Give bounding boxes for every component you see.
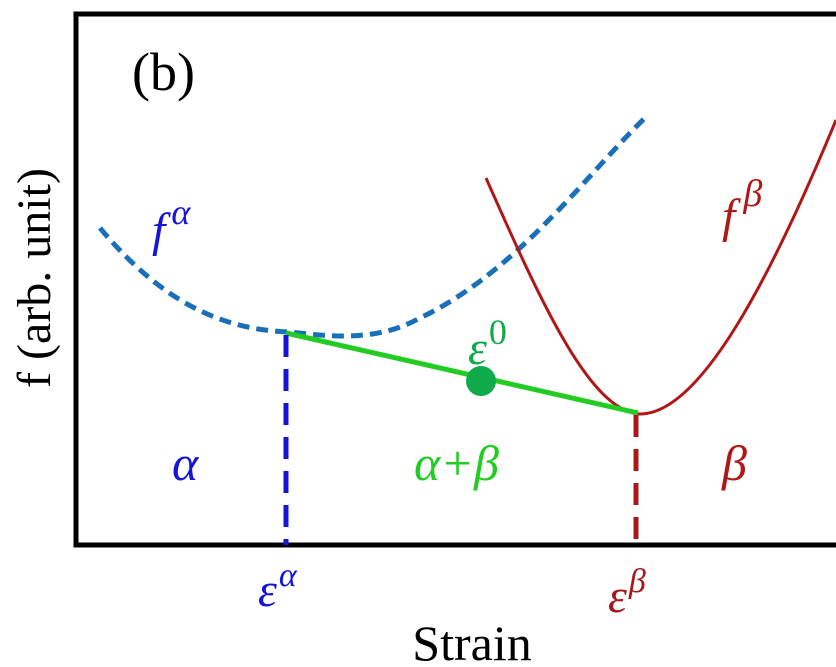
epsilon-zero-point xyxy=(466,366,496,396)
region-beta-label: β xyxy=(721,435,747,491)
f-beta-curve xyxy=(484,119,836,416)
tick-epsilon-alpha: εα xyxy=(258,557,298,617)
y-axis-label: f (arb. unit) xyxy=(8,168,61,388)
f-alpha-curve xyxy=(98,113,650,339)
region-alpha-label: α xyxy=(172,435,200,491)
region-alpha-beta-label: α+β xyxy=(414,435,499,491)
panel-label: (b) xyxy=(132,42,195,102)
tie-line xyxy=(285,330,639,416)
x-axis-label: Strain xyxy=(412,615,531,667)
epsilon-zero-label: ε0 xyxy=(468,312,507,375)
plot-frame xyxy=(73,11,836,548)
tick-epsilon-beta: εβ xyxy=(608,563,646,623)
